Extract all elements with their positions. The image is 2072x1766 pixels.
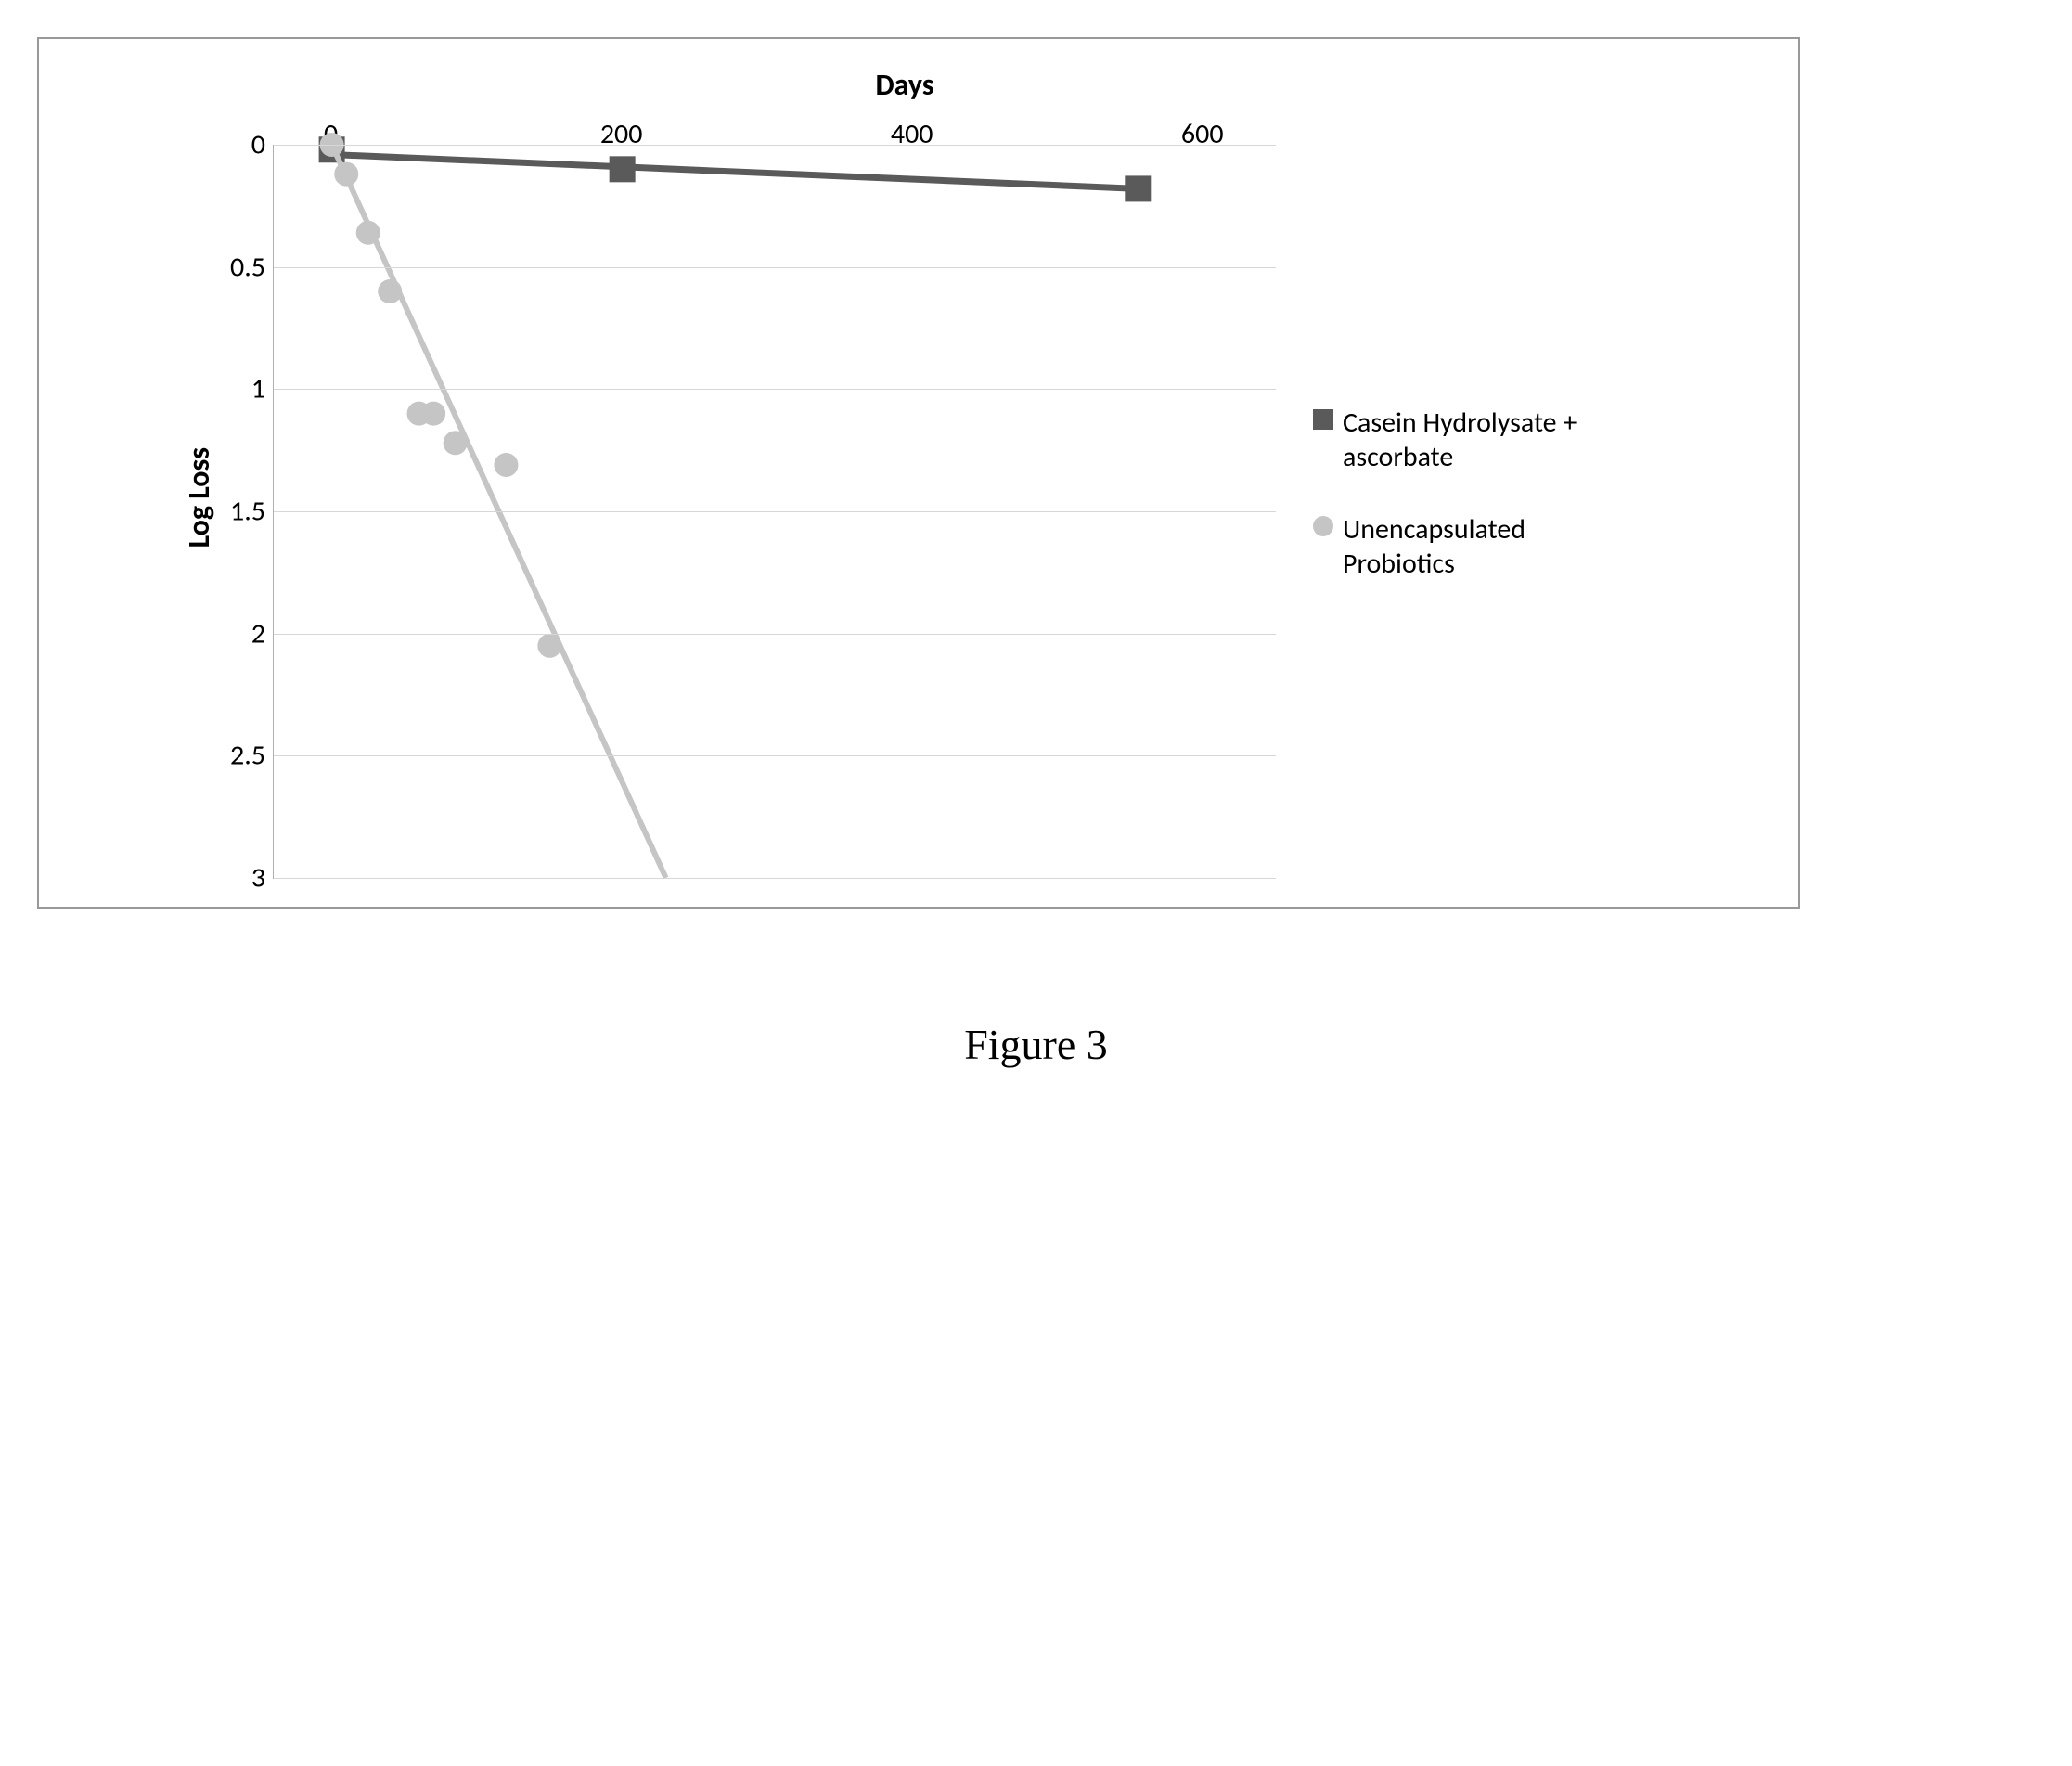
gridline: [274, 878, 1276, 879]
y-tick-label: 1: [251, 372, 265, 406]
data-point: [378, 279, 402, 303]
y-tick-label: 0.5: [230, 250, 265, 284]
y-tick-label: 2.5: [230, 739, 265, 773]
legend: Casein Hydrolysate + ascorbate Unencapsul…: [1313, 406, 1628, 619]
gridline: [274, 634, 1276, 635]
y-tick-label: 1.5: [230, 495, 265, 529]
legend-item: Unencapsulated Probiotics: [1313, 512, 1628, 582]
legend-item: Casein Hydrolysate + ascorbate: [1313, 406, 1628, 475]
legend-label: Unencapsulated Probiotics: [1343, 512, 1628, 582]
figure-caption: Figure 3: [37, 1020, 2035, 1069]
chart: Days Log Loss 0200400600 00.511.522.53 C…: [58, 67, 1752, 879]
y-axis-ticks: 00.511.522.53: [226, 145, 273, 878]
data-point: [610, 156, 636, 182]
series-line: [332, 155, 1139, 189]
y-tick-label: 2: [251, 616, 265, 651]
gridline: [274, 389, 1276, 390]
x-axis-title: Days: [875, 67, 933, 103]
legend-label: Casein Hydrolysate + ascorbate: [1343, 406, 1628, 475]
data-point: [444, 431, 468, 455]
data-point: [494, 453, 518, 477]
y-tick-label: 3: [251, 861, 265, 896]
gridline: [274, 755, 1276, 756]
x-axis-ticks: 0200400600: [273, 117, 1275, 145]
data-point: [334, 162, 358, 187]
data-point: [421, 402, 445, 426]
gridline: [274, 267, 1276, 268]
circle-icon: [1313, 516, 1333, 536]
plot-area: [273, 145, 1276, 879]
data-point: [1125, 175, 1151, 201]
data-point: [537, 634, 561, 658]
y-tick-label: 0: [251, 128, 265, 162]
square-icon: [1313, 409, 1333, 430]
y-axis-title: Log Loss: [181, 447, 217, 548]
data-point: [356, 221, 380, 245]
chart-frame: Days Log Loss 0200400600 0 0.5 1 1.5 2 2.5 3 C…: [37, 37, 1800, 909]
gridline: [274, 511, 1276, 512]
gridline: [274, 145, 1276, 146]
